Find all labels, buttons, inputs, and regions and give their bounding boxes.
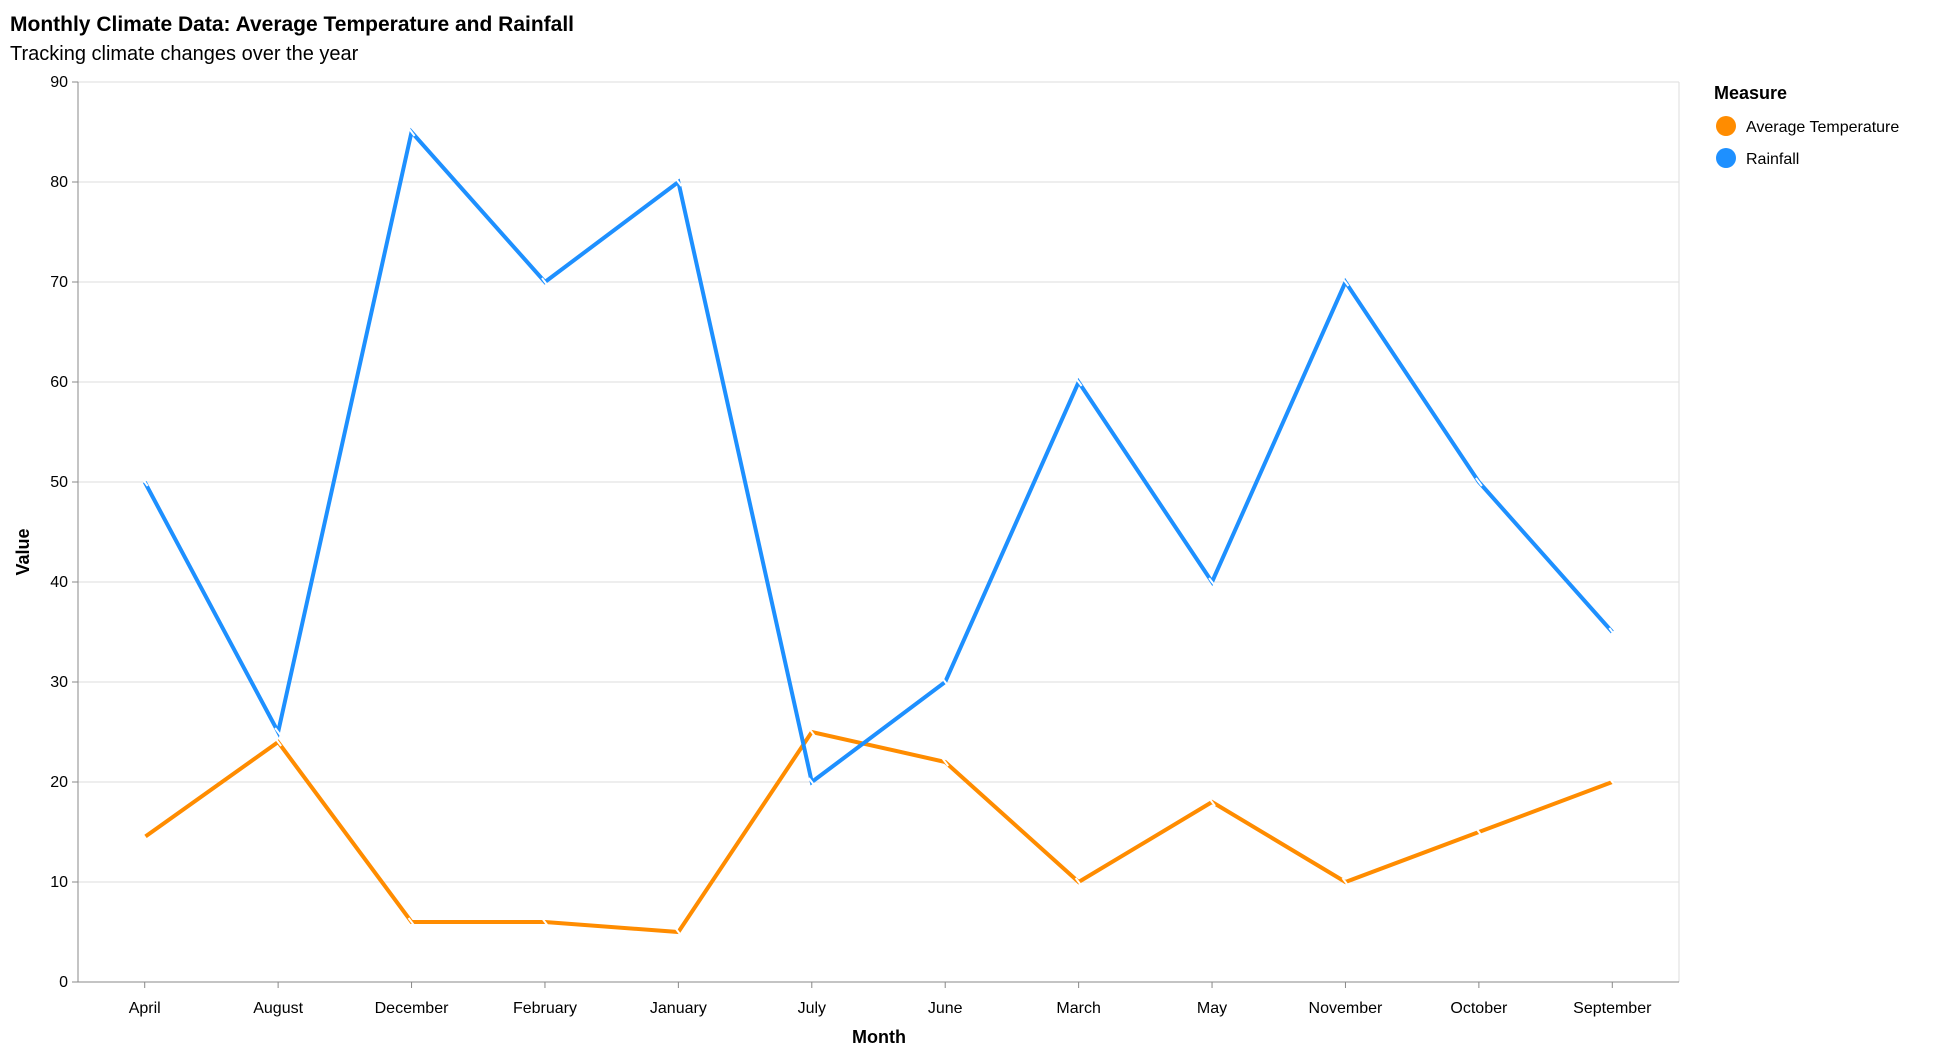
x-tick-label: May bbox=[1197, 1000, 1227, 1017]
chart-title: Monthly Climate Data: Average Temperatur… bbox=[10, 13, 574, 36]
legend: Measure Average Temperature Rainfall bbox=[1714, 83, 1899, 168]
data-point bbox=[941, 757, 950, 767]
data-point bbox=[541, 277, 549, 287]
x-axis-title: Month bbox=[852, 1027, 906, 1047]
x-tick-label: July bbox=[798, 1000, 826, 1017]
data-point bbox=[1475, 477, 1483, 487]
legend-title: Measure bbox=[1714, 83, 1787, 103]
gridlines bbox=[78, 81, 1680, 983]
data-point bbox=[674, 177, 683, 187]
data-point bbox=[140, 477, 149, 487]
legend-swatch bbox=[1716, 116, 1736, 136]
data-point bbox=[1208, 577, 1216, 587]
x-tick-label: December bbox=[375, 1000, 449, 1017]
data-point bbox=[1341, 877, 1350, 887]
data-point bbox=[1208, 797, 1216, 807]
y-tick-label: 40 bbox=[50, 574, 68, 591]
x-tick-label: March bbox=[1056, 1000, 1100, 1017]
data-point bbox=[541, 917, 549, 927]
x-tick-label: August bbox=[253, 1000, 303, 1017]
x-tick-label: June bbox=[928, 1000, 963, 1017]
data-point bbox=[1341, 277, 1350, 287]
data-point bbox=[407, 917, 416, 927]
y-tick-label: 50 bbox=[50, 474, 68, 491]
series-line bbox=[142, 127, 1614, 786]
data-point bbox=[140, 832, 149, 842]
data-point bbox=[274, 727, 282, 737]
data-point bbox=[1074, 877, 1083, 887]
data-point bbox=[1475, 827, 1483, 837]
data-point bbox=[274, 737, 282, 747]
data-point bbox=[807, 727, 816, 737]
x-tick-label: September bbox=[1573, 1000, 1652, 1017]
legend-swatch bbox=[1716, 148, 1736, 168]
x-tick-label: February bbox=[513, 1000, 577, 1017]
x-axis: April August December February January July Ju… bbox=[78, 981, 1679, 1017]
data-point bbox=[1074, 377, 1083, 387]
y-tick-label: 10 bbox=[50, 874, 68, 891]
x-tick-label: January bbox=[650, 1000, 707, 1017]
data-point bbox=[941, 677, 950, 687]
y-axis-title: Value bbox=[13, 528, 33, 575]
y-tick-label: 20 bbox=[50, 774, 68, 791]
chart-subtitle: Tracking climate changes over the year bbox=[10, 43, 359, 65]
y-tick-label: 70 bbox=[50, 274, 68, 291]
y-tick-label: 90 bbox=[50, 74, 68, 91]
y-tick-label: 30 bbox=[50, 674, 68, 691]
data-point bbox=[807, 777, 816, 787]
x-tick-label: April bbox=[129, 1000, 161, 1017]
x-tick-label: November bbox=[1309, 1000, 1383, 1017]
y-tick-label: 0 bbox=[59, 974, 68, 991]
y-tick-label: 60 bbox=[50, 374, 68, 391]
data-point bbox=[674, 927, 683, 937]
x-tick-label: October bbox=[1450, 1000, 1508, 1017]
data-point bbox=[407, 127, 416, 137]
series-layer bbox=[140, 127, 1617, 937]
series-line bbox=[143, 729, 1613, 935]
y-axis: 0 10 20 30 40 50 60 70 80 90 bbox=[50, 74, 79, 991]
legend-label: Rainfall bbox=[1746, 151, 1799, 168]
legend-label: Average Temperature bbox=[1746, 119, 1899, 136]
data-point bbox=[1608, 627, 1617, 637]
y-tick-label: 80 bbox=[50, 174, 68, 191]
data-point bbox=[1608, 777, 1617, 787]
